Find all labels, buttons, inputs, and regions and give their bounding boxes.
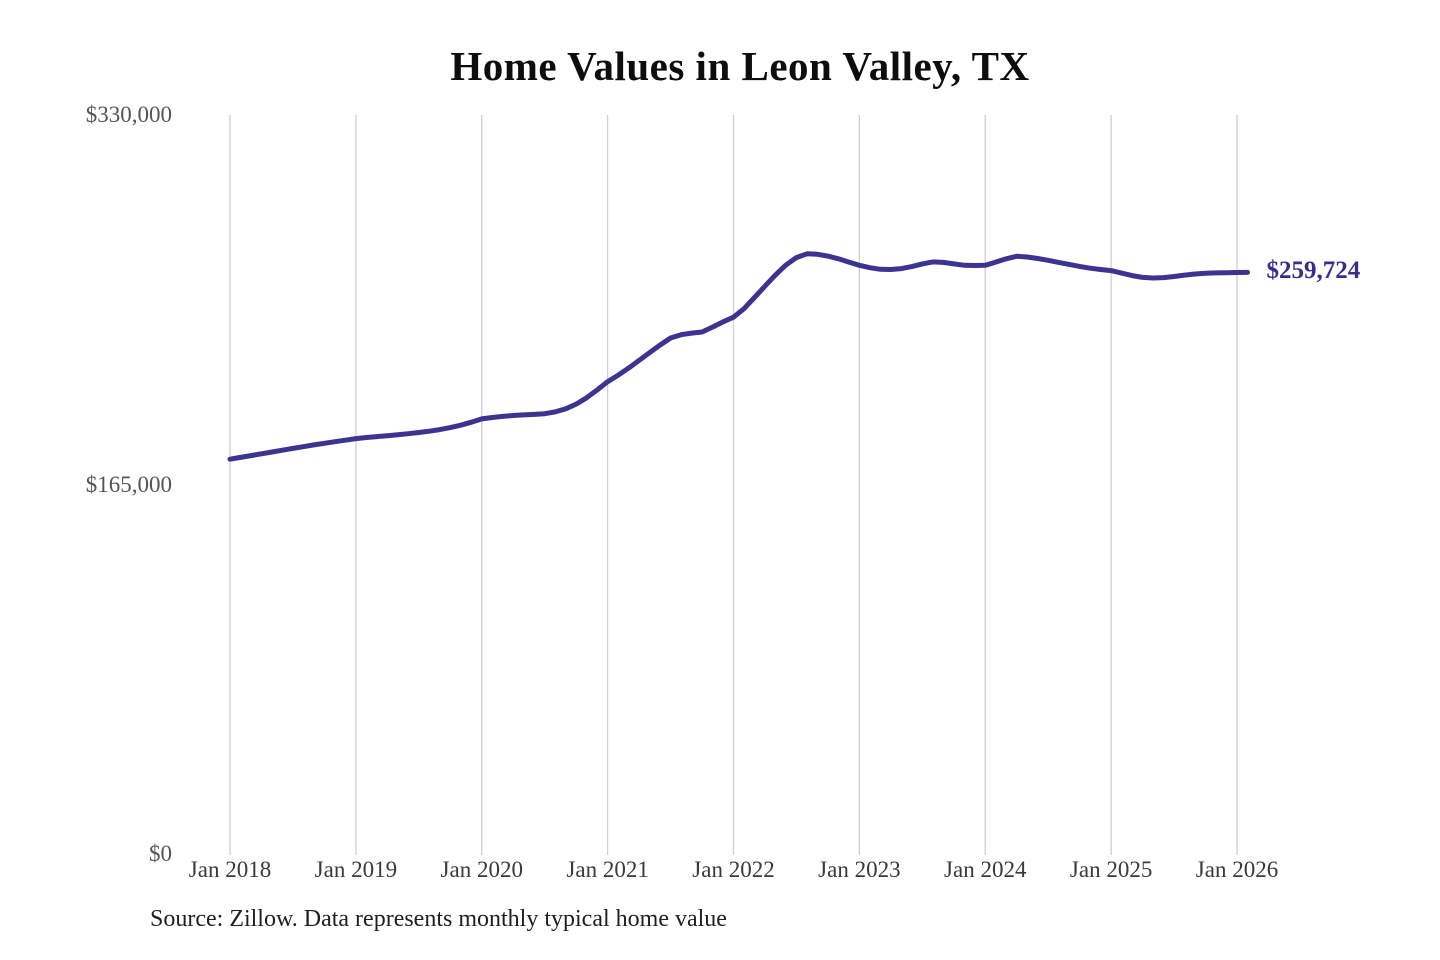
y-axis-label-165000: $165,000 <box>85 471 172 497</box>
x-axis-label-jan-2021: Jan 2021 <box>566 857 649 882</box>
x-axis-label-jan-2018: Jan 2018 <box>188 857 272 882</box>
vertical-gridlines <box>229 115 1238 855</box>
x-axis-label-jan-2022: Jan 2022 <box>692 857 775 882</box>
y-axis-label-330000: $330,000 <box>85 102 172 127</box>
chart-title: Home Values in Leon Valley, TX <box>450 43 1030 89</box>
x-axis-label-jan-2023: Jan 2023 <box>818 857 901 882</box>
x-axis-label-jan-2019: Jan 2019 <box>314 857 398 882</box>
x-axis-label-jan-2025: Jan 2025 <box>1069 857 1153 882</box>
x-axis-label-jan-2024: Jan 2024 <box>944 857 1027 882</box>
x-axis-label-jan-2026: Jan 2026 <box>1195 857 1279 882</box>
y-axis-label-0: $0 <box>149 841 172 866</box>
source-note: Source: Zillow. Data represents monthly … <box>150 906 727 932</box>
home-value-line-series <box>227 251 1250 462</box>
x-axis-label-jan-2020: Jan 2020 <box>440 857 523 882</box>
current-value-label: $259,724 <box>1266 257 1361 285</box>
